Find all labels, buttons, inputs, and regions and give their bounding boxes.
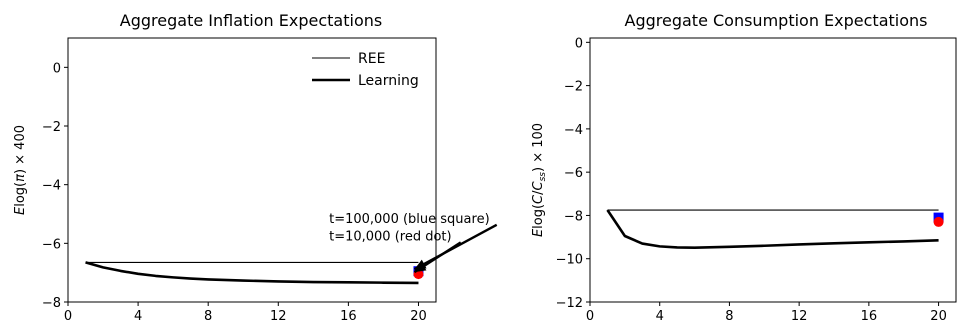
x-tick-label: 4 <box>134 309 142 324</box>
x-tick-label: 0 <box>64 309 72 324</box>
annotation-arrowhead <box>414 261 427 273</box>
x-tick-label: 0 <box>586 309 594 324</box>
y-tick-label: −6 <box>42 237 61 252</box>
consumption-chart: Aggregate Consumption Expectations Elog(… <box>531 11 957 324</box>
legend-label-ree: REE <box>358 51 385 67</box>
legend-label-learning: Learning <box>358 73 419 89</box>
y-tick-label: −2 <box>564 80 583 95</box>
y-tick-label: −12 <box>556 296 583 311</box>
y-tick-label: −4 <box>564 123 583 138</box>
plot-frame <box>589 37 957 303</box>
x-tick-label: 12 <box>791 309 808 324</box>
legend: REE Learning <box>312 51 419 89</box>
plot-frame <box>67 37 437 303</box>
y-tick-label: −4 <box>42 179 61 194</box>
annotation-label: t=100,000 (blue square) <box>329 212 490 227</box>
y-tick-label: −2 <box>42 120 61 135</box>
y-axis-label: Elog(π) × 400 <box>13 125 28 215</box>
x-tick-label: 8 <box>204 309 212 324</box>
y-tick-label: 0 <box>575 36 583 51</box>
x-tick-label: 12 <box>270 309 287 324</box>
chart-title: Aggregate Consumption Expectations <box>625 11 928 30</box>
y-tick-label: −6 <box>564 166 583 181</box>
x-tick-label: 20 <box>930 309 947 324</box>
x-tick-label: 20 <box>410 309 427 324</box>
x-tick-label: 8 <box>725 309 733 324</box>
y-tick-label: 0 <box>53 61 61 76</box>
series-line-learning <box>606 209 939 249</box>
x-tick-label: 4 <box>656 309 664 324</box>
y-tick-label: −8 <box>564 209 583 224</box>
x-tick-label: 16 <box>340 309 357 324</box>
y-tick-label: −8 <box>42 296 61 311</box>
series-line-learning <box>85 261 419 285</box>
annotation-label: t=10,000 (red dot) <box>329 229 452 244</box>
red-dot-marker <box>933 216 944 227</box>
y-tick-label: −10 <box>556 253 583 268</box>
y-axis-label: Elog(C/Css) × 100 <box>531 123 548 237</box>
inflation-chart: Aggregate Inflation Expectations Elog(π)… <box>13 11 498 324</box>
chart-title: Aggregate Inflation Expectations <box>120 11 382 30</box>
x-tick-label: 16 <box>861 309 878 324</box>
